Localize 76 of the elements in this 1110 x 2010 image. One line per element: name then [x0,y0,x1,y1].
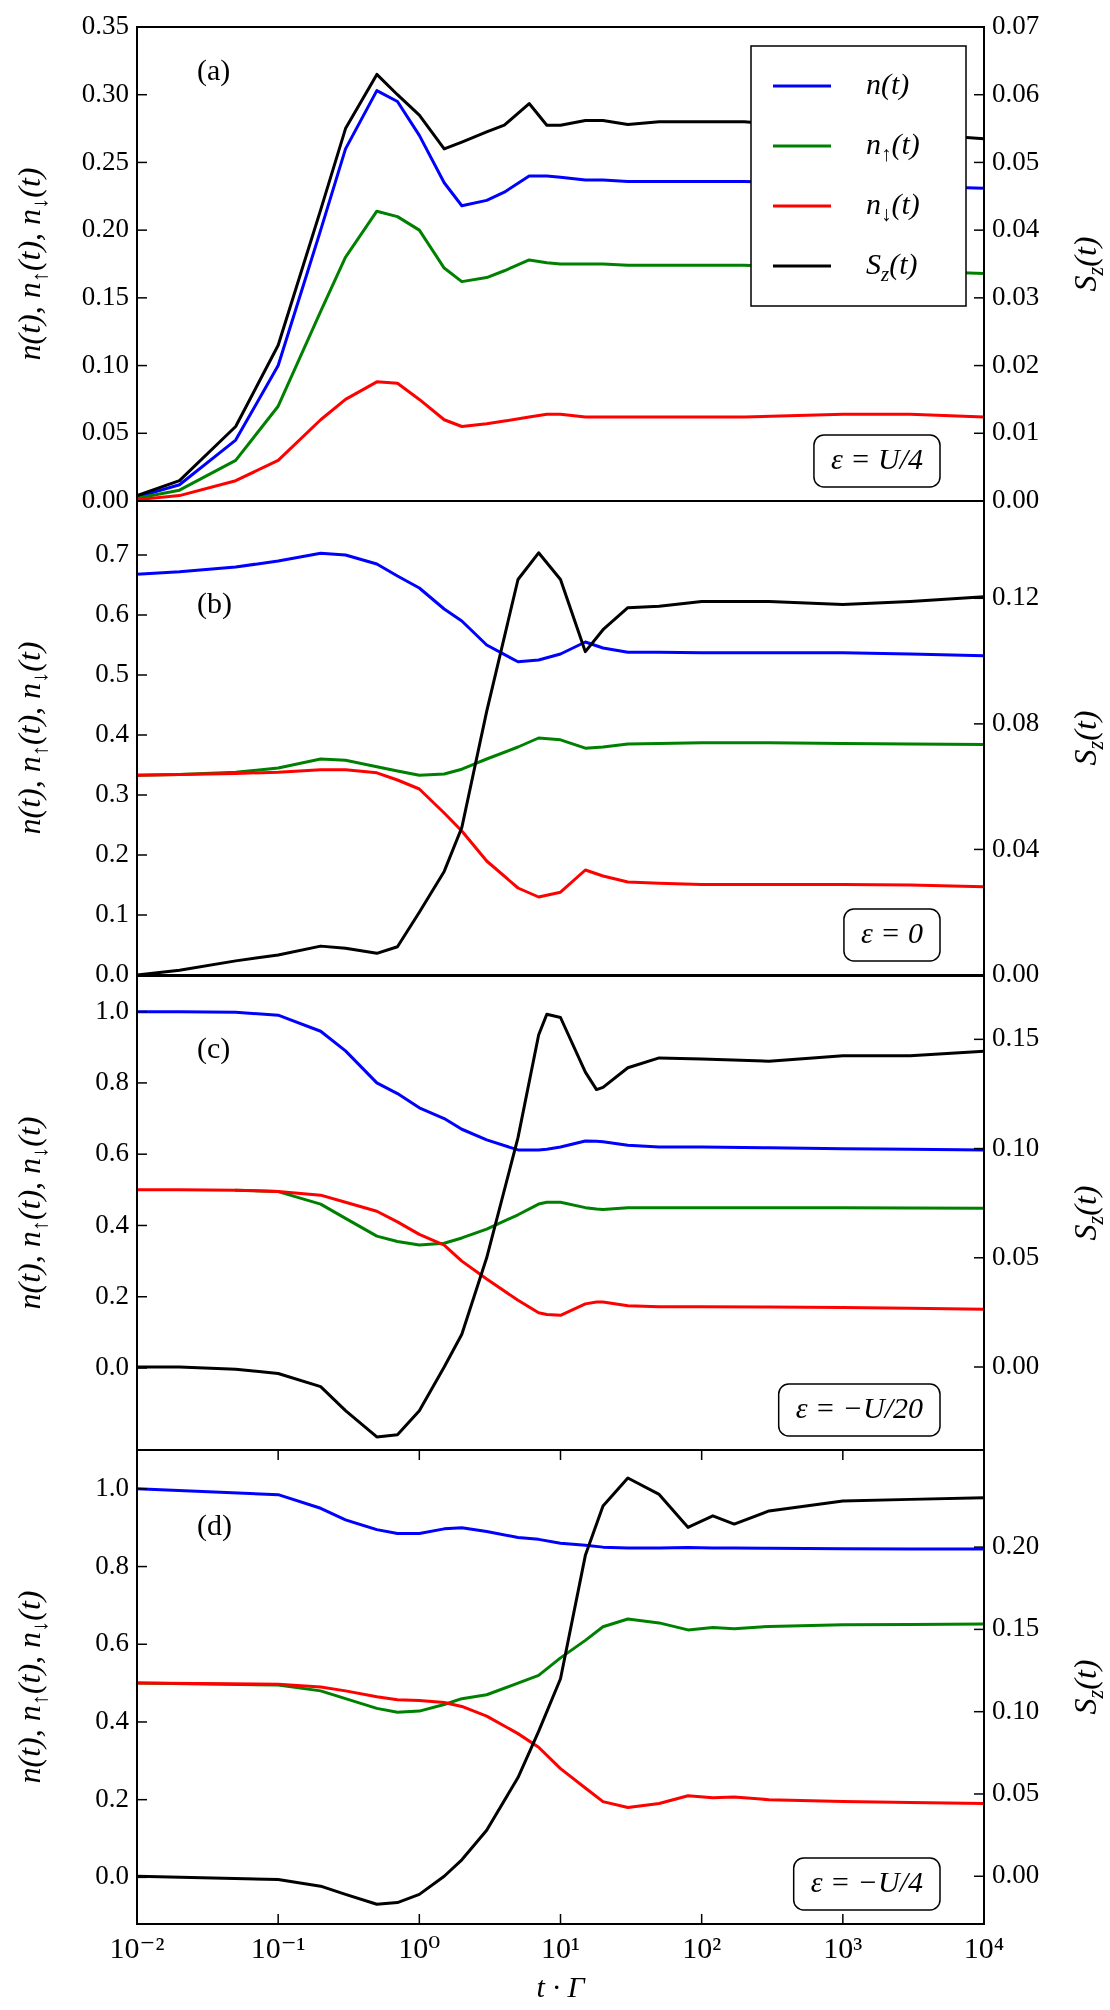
y-tick-label: 0.6 [95,598,129,629]
annotation: ε = U/4 [830,441,924,475]
y2-axis-title: Sz(t) [1067,1659,1109,1715]
y-tick-label: 0.10 [81,348,129,379]
y-tick-label: 0.3 [95,778,129,809]
annotation: (d) [197,1507,232,1542]
x-tick-label: 10⁰ [398,1930,441,1964]
y2-tick-label: 0.00 [992,1349,1040,1380]
legend-label: n(t) [866,66,910,101]
y2-tick-label: 0.10 [992,1131,1040,1162]
y-tick-label: 0.15 [81,280,129,311]
annotation: ε = 0 [860,916,924,950]
y-tick-label: 0.20 [81,213,129,244]
y-axis-title: n(t), n↑(t), n↓(t) [11,167,53,361]
y-tick-label: 0.00 [81,484,129,515]
y2-tick-label: 0.07 [992,10,1040,41]
annotation: (b) [197,586,232,621]
y2-tick-label: 0.04 [992,213,1040,244]
y2-tick-label: 0.00 [992,1859,1040,1890]
y-tick-label: 0.25 [81,145,129,176]
y-tick-label: 0.4 [95,1704,130,1735]
annotation: (a) [197,52,231,87]
y2-tick-label: 0.15 [992,1021,1040,1052]
y-axis-title: n(t), n↑(t), n↓(t) [11,641,53,835]
y-tick-label: 0.8 [95,1549,129,1580]
y-tick-label: 0.0 [95,1350,129,1381]
y2-tick-label: 0.03 [992,280,1040,311]
y-tick-label: 1.0 [95,994,129,1025]
y-tick-label: 0.5 [95,658,129,689]
y2-tick-label: 0.12 [992,581,1040,612]
y-tick-label: 0.0 [95,958,129,989]
y2-tick-label: 0.04 [992,832,1040,863]
y-tick-label: 0.0 [95,1860,129,1891]
x-tick-label: 10¹ [541,1930,580,1964]
y2-tick-label: 0.08 [992,707,1040,738]
y-tick-label: 0.1 [95,898,129,929]
x-tick-label: 10⁻² [109,1930,165,1964]
annotation: ε = −U/4 [810,1864,923,1898]
y2-tick-label: 0.15 [992,1612,1040,1643]
x-tick-label: 10² [682,1930,722,1964]
y2-tick-label: 0.05 [992,1240,1040,1271]
y-tick-label: 0.05 [81,416,129,447]
y-tick-label: 0.4 [95,718,130,749]
y2-tick-label: 0.10 [992,1694,1040,1725]
y-tick-label: 0.35 [81,10,129,41]
annotation: ε = −U/20 [795,1390,923,1424]
y2-tick-label: 0.05 [992,1776,1040,1807]
y2-tick-label: 0.00 [992,484,1040,515]
y2-tick-label: 0.02 [992,348,1040,379]
y-tick-label: 0.8 [95,1065,129,1096]
annotation: (c) [197,1030,231,1065]
y2-tick-label: 0.05 [992,145,1040,176]
y2-axis-title: Sz(t) [1067,1185,1109,1240]
y-tick-label: 0.30 [81,77,129,108]
y2-tick-label: 0.01 [992,416,1040,447]
y-tick-label: 0.6 [95,1136,129,1167]
x-tick-label: 10³ [823,1930,863,1964]
y-tick-label: 1.0 [95,1471,129,1502]
y2-tick-label: 0.20 [992,1529,1040,1560]
y-axis-title: n(t), n↑(t), n↓(t) [11,1116,53,1309]
x-tick-label: 10⁴ [963,1930,1005,1964]
x-tick-label: 10⁻¹ [250,1930,306,1964]
y2-tick-label: 0.06 [992,77,1040,108]
y2-tick-label: 0.00 [992,958,1040,989]
y-tick-label: 0.2 [95,1782,129,1813]
y-tick-label: 0.4 [95,1208,130,1239]
x-axis-title: t · Γ [536,1969,587,2003]
y-axis-title: n(t), n↑(t), n↓(t) [11,1590,53,1784]
y-tick-label: 0.7 [95,538,129,569]
y-tick-label: 0.2 [95,838,129,869]
legend-label: n↑(t) [866,126,920,166]
y-tick-label: 0.6 [95,1627,129,1658]
y2-axis-title: Sz(t) [1067,710,1109,766]
legend-label: n↓(t) [866,186,920,226]
y2-axis-title: Sz(t) [1067,236,1109,292]
y-tick-label: 0.2 [95,1279,129,1310]
